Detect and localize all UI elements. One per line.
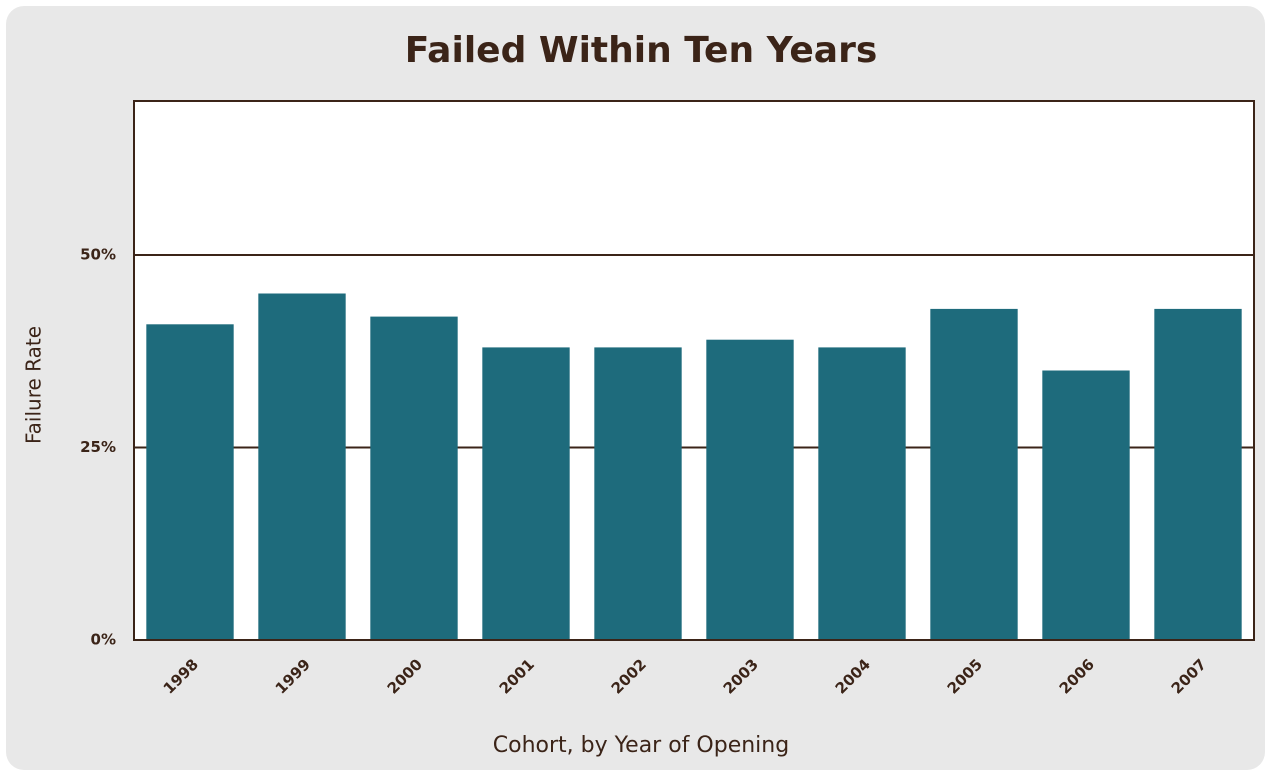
bar [370,316,458,640]
bar [258,293,346,640]
y-tick-label: 0% [91,631,116,649]
bar [594,347,682,640]
bar [482,347,570,640]
y-axis-label: Failure Rate [22,326,46,444]
chart-title: Failed Within Ten Years [405,30,878,71]
bar [1042,370,1130,640]
bar [1154,308,1242,640]
bar [930,308,1018,640]
x-axis-label: Cohort, by Year of Opening [493,733,789,758]
y-tick-label: 50% [80,246,116,264]
bar [706,339,794,640]
y-tick-label: 25% [80,438,116,456]
plot-border [133,100,1255,641]
bar [818,347,906,640]
bar [146,324,234,640]
